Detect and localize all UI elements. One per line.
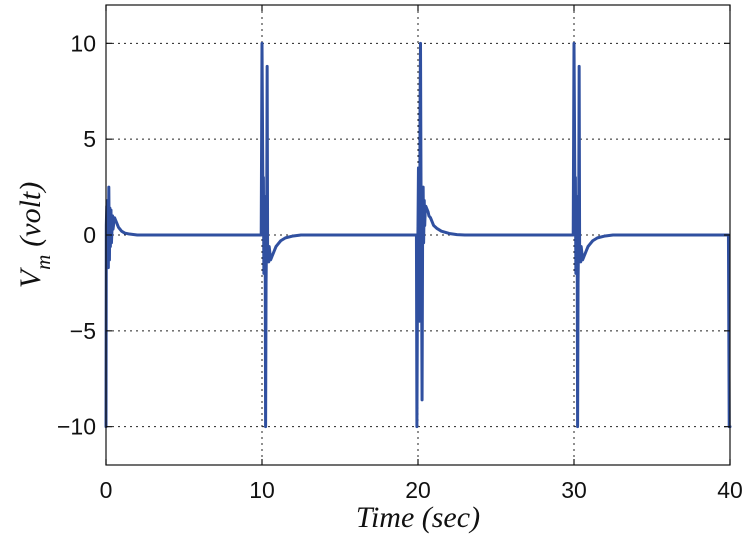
tick-marks — [105, 5, 731, 465]
x-axis-title: Time (sec) — [356, 501, 480, 534]
x-tick-label: 30 — [561, 477, 587, 503]
y-axis-title-units: (volt) — [14, 182, 47, 247]
x-tick-label: 10 — [249, 477, 275, 503]
y-tick-labels: −10 −5 0 5 10 — [57, 30, 96, 439]
x-tick-label: 20 — [405, 477, 431, 503]
y-tick-label: 5 — [83, 126, 96, 152]
y-tick-label: 0 — [83, 222, 96, 248]
y-axis-title-main: V — [14, 266, 47, 288]
y-axis-title-group: Vm (volt) — [14, 182, 55, 288]
y-tick-label: 10 — [70, 30, 96, 56]
x-tick-label: 40 — [717, 477, 743, 503]
x-tick-labels: 0 10 20 30 40 — [100, 477, 743, 503]
x-tick-label: 0 — [100, 477, 113, 503]
y-tick-label: −10 — [57, 414, 96, 440]
series-layer — [104, 41, 732, 429]
y-axis-title: Vm (volt) — [14, 182, 55, 288]
y-axis-title-subscript: m — [31, 255, 55, 270]
series-line-vm — [104, 41, 732, 429]
y-tick-label: −5 — [70, 318, 96, 344]
